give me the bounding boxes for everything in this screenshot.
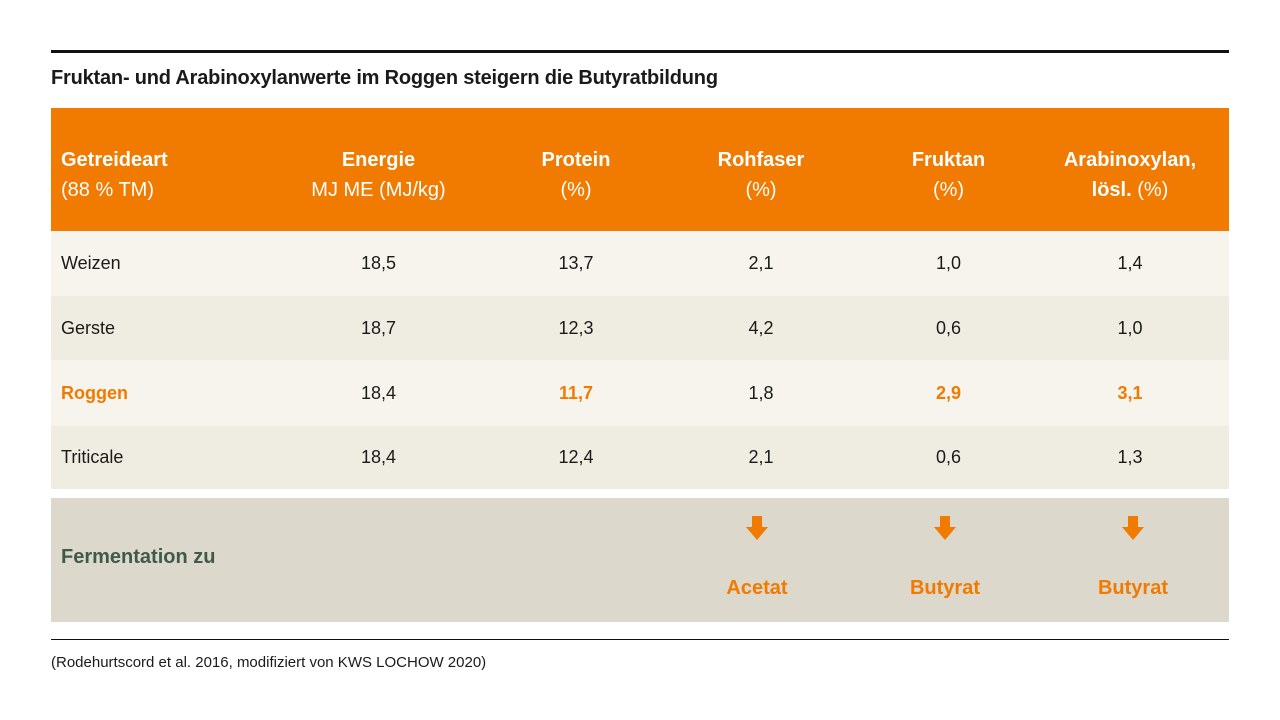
cell-energie: 18,5: [360, 253, 397, 273]
cell-protein: 13,7: [558, 253, 594, 273]
cell-rohfaser: 4,2: [748, 317, 774, 338]
table-row-weizen: Weizen 18,5 13,7 2,1 1,0 1,4: [51, 231, 1229, 296]
cell-rohfaser: 2,1: [748, 447, 774, 467]
cell-fruktan: 0,6: [935, 317, 962, 338]
header-energie: Energie MJ ME (MJ/kg): [311, 149, 446, 201]
cell-rohfaser: 2,1: [748, 253, 774, 273]
source-note: (Rodehurtscord et al. 2016, modifiziert …: [51, 654, 487, 671]
down-arrow-icon: [1122, 516, 1144, 540]
top-rule: [51, 50, 1229, 53]
header-rohfaser: Rohfaser (%): [717, 149, 805, 201]
cell-energie: 18,4: [360, 447, 397, 467]
cell-name-highlight: Roggen: [61, 382, 128, 403]
header-getreideart: Getreideart (88 % TM): [61, 149, 168, 201]
fermentation-arabinoxylan: Butyrat: [1083, 516, 1183, 600]
header-arabinoxylan: Arabinoxylan, lösl. (%): [1063, 149, 1197, 201]
cell-protein: 12,4: [558, 447, 594, 467]
table-header: Getreideart (88 % TM) Energie MJ ME (MJ/kg…: [51, 108, 1229, 231]
fermentation-fruktan: Butyrat: [895, 516, 995, 600]
cell-name: Weizen: [61, 253, 121, 273]
row-gap: [51, 489, 1229, 498]
cell-name: Gerste: [61, 317, 116, 338]
cell-fruktan: 0,6: [935, 447, 962, 467]
cell-arabinoxylan: 1,4: [1117, 253, 1143, 273]
table-row-roggen: Roggen 18,4 11,7 1,8 2,9 3,1: [51, 360, 1229, 426]
fermentation-row: Fermentation zu Acetat Butyrat Butyrat: [51, 498, 1229, 622]
down-arrow-icon: [746, 516, 768, 540]
cell-arabinoxylan: 1,3: [1117, 447, 1143, 467]
down-arrow-icon: [934, 516, 956, 540]
cell-rohfaser: 1,8: [748, 382, 774, 403]
fermentation-label: Fermentation zu: [61, 546, 216, 568]
fermentation-result: Acetat: [726, 577, 788, 599]
cell-energie: 18,7: [360, 317, 397, 338]
cell-protein-highlight: 11,7: [558, 382, 594, 403]
fermentation-result: Butyrat: [1097, 577, 1168, 599]
cell-arabinoxylan-highlight: 3,1: [1117, 382, 1143, 403]
table-row-gerste: Gerste 18,7 12,3 4,2 0,6 1,0: [51, 296, 1229, 360]
cell-name: Triticale: [61, 447, 124, 467]
fermentation-rohfaser: Acetat: [707, 516, 807, 600]
cell-energie: 18,4: [360, 382, 397, 403]
header-fruktan: Fruktan (%): [911, 149, 986, 201]
table-row-triticale: Triticale 18,4 12,4 2,1 0,6 1,3: [51, 426, 1229, 489]
data-table: Getreideart (88 % TM) Energie MJ ME (MJ/kg…: [51, 108, 1229, 622]
bottom-rule: [51, 639, 1229, 640]
fermentation-result: Butyrat: [909, 577, 980, 599]
cell-fruktan: 1,0: [935, 253, 962, 273]
table-title: Fruktan- und Arabinoxylanwerte im Roggen…: [51, 67, 718, 89]
cell-fruktan-highlight: 2,9: [935, 382, 962, 403]
cell-protein: 12,3: [558, 317, 594, 338]
cell-arabinoxylan: 1,0: [1117, 317, 1143, 338]
header-protein: Protein (%): [541, 149, 611, 201]
